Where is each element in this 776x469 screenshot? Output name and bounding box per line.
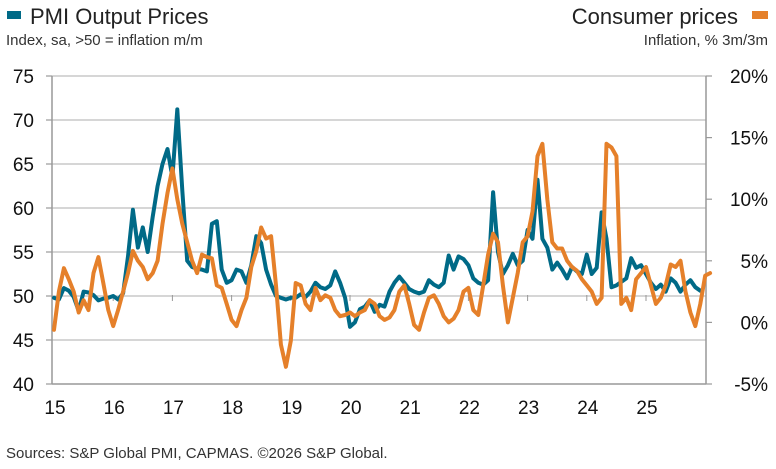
x-axis-tick-label: 16 [104, 398, 125, 419]
series-line-consumer-prices [52, 141, 713, 369]
x-axis-tick-label: 21 [400, 398, 421, 419]
right-axis-tick-label: -5% [734, 375, 768, 396]
legend-title-pmi: PMI Output Prices [30, 4, 209, 29]
left-axis-tick-label: 70 [13, 111, 34, 132]
left-axis-tick-labels: 40 45 50 55 60 65 70 75 [13, 67, 34, 396]
axes [46, 75, 712, 385]
legend-title-cpi: Consumer prices [571, 4, 738, 29]
left-axis-tick-label: 60 [13, 199, 34, 220]
x-axis-tick-label: 23 [518, 398, 539, 419]
legend-swatch-cpi [752, 11, 768, 19]
x-axis-tick-label: 25 [636, 398, 657, 419]
x-axis-tick-label: 19 [281, 398, 302, 419]
right-axis-tick-label: 15% [730, 129, 768, 150]
x-axis-tick-label: 15 [44, 398, 65, 419]
legend-swatch-pmi [7, 11, 21, 19]
left-axis-tick-label: 40 [13, 375, 34, 396]
left-axis-tick-label: 65 [13, 155, 34, 176]
x-axis-tick-label: 18 [222, 398, 243, 419]
right-axis-tick-labels: -5% 0% 5% 10% 15% 20% [730, 67, 768, 396]
right-axis-tick-label: 0% [741, 313, 769, 334]
right-axis-tick-label: 5% [741, 252, 769, 273]
left-axis-tick-label: 45 [13, 331, 34, 352]
left-axis-tick-label: 55 [13, 243, 34, 264]
x-axis-tick-label: 22 [459, 398, 480, 419]
right-axis-tick-label: 20% [730, 67, 768, 88]
x-axis-tick-label: 24 [577, 398, 599, 419]
left-axis-tick-label: 75 [13, 67, 34, 88]
legend-subtitle-cpi: Inflation, % 3m/3m [643, 32, 768, 49]
source-note: Sources: S&P Global PMI, CAPMAS. ©2026 S… [6, 445, 388, 462]
left-axis-tick-label: 50 [13, 287, 34, 308]
legend-subtitle-pmi: Index, sa, >50 = inflation m/m [6, 32, 203, 49]
x-axis-tick-label: 20 [340, 398, 361, 419]
x-axis-tick-labels: 15 16 17 18 19 20 21 22 23 24 25 [44, 398, 657, 419]
gridlines [52, 75, 706, 341]
series-lines [52, 107, 713, 369]
right-axis-tick-label: 10% [730, 190, 768, 211]
x-axis-tick-label: 17 [163, 398, 184, 419]
